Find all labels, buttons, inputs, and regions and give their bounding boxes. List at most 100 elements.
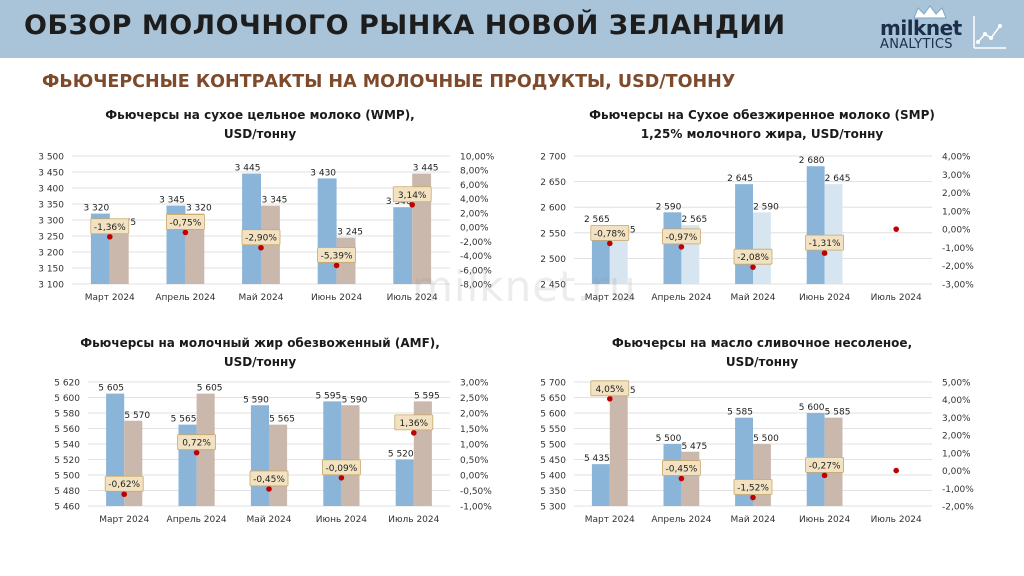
y-tick-label: 5 620 <box>54 379 80 389</box>
y-tick-label: 2 600 <box>540 204 566 214</box>
y2-tick-label: 0,00% <box>460 472 489 482</box>
y2-tick-label: -2,00% <box>460 238 492 248</box>
change-marker <box>607 396 613 402</box>
y-tick-label: 5 520 <box>54 456 80 466</box>
header-bar: ОБЗОР МОЛОЧНОГО РЫНКА НОВОЙ ЗЕЛАНДИИ mil… <box>0 0 1024 58</box>
x-tick-label: Апрель 2024 <box>167 515 227 525</box>
y2-tick-label: 2,00% <box>942 189 971 199</box>
change-label: -0,09% <box>325 464 357 474</box>
data-label-previous: 5 590 <box>342 395 368 405</box>
y-tick-label: 3 200 <box>38 249 64 259</box>
change-marker <box>121 491 127 498</box>
chart-smp: Фьючерсы на Сухое обезжиренное молоко (S… <box>512 106 1012 312</box>
data-label-previous: 3 320 <box>186 204 212 214</box>
bar-current <box>250 405 269 506</box>
change-label: -0,75% <box>169 218 201 228</box>
y2-tick-label: 1,00% <box>942 449 971 459</box>
y-tick-label: 5 580 <box>54 410 80 420</box>
data-label-previous: 3 445 <box>413 164 439 174</box>
change-label-box <box>249 470 289 487</box>
y-tick-label: 2 500 <box>540 255 566 265</box>
y-tick-label: 5 550 <box>540 425 566 435</box>
y-tick-label: 3 150 <box>38 265 64 275</box>
page-title: ОБЗОР МОЛОЧНОГО РЫНКА НОВОЙ ЗЕЛАНДИИ <box>24 10 786 41</box>
bar-current <box>317 178 337 284</box>
change-marker <box>607 240 613 247</box>
x-tick-label: Июль 2024 <box>871 515 922 525</box>
change-marker <box>409 201 416 208</box>
logo-subtitle: ANALYTICS <box>880 37 953 52</box>
y2-tick-label: 2,50% <box>460 394 489 404</box>
data-label-current: 3 320 <box>83 204 109 214</box>
logo-name: milknet <box>880 16 962 40</box>
bar-previous <box>109 228 129 284</box>
change-label-box <box>661 228 701 245</box>
bar-previous <box>824 184 843 284</box>
change-label-box <box>661 460 701 476</box>
y-tick-label: 5 650 <box>540 394 566 404</box>
change-label-box <box>165 214 205 230</box>
y2-tick-label: 0,00% <box>942 467 971 477</box>
change-label-box <box>317 247 357 263</box>
change-marker <box>750 494 756 501</box>
bar-current <box>806 166 825 284</box>
analytics-chart-icon <box>973 16 1006 49</box>
x-tick-label: Апрель 2024 <box>651 515 711 525</box>
data-label-current: 3 345 <box>159 196 185 206</box>
y2-tick-label: -1,00% <box>942 485 974 495</box>
change-marker <box>333 262 340 269</box>
y-tick-label: 2 550 <box>540 229 566 239</box>
chart-title: Фьючерсы на молочный жир обезвоженный (A… <box>10 334 510 372</box>
y-tick-label: 5 600 <box>54 394 80 404</box>
x-tick-label: Июль 2024 <box>387 293 438 303</box>
change-label: 4,05% <box>596 385 625 395</box>
change-marker <box>193 449 200 456</box>
change-label-box <box>733 248 773 265</box>
chart-title: Фьючерсы на масло сливочное несоленое, U… <box>512 334 1012 372</box>
chart-title-line-2: USD/тонну <box>223 355 297 369</box>
chart-title: Фьючерсы на сухое цельное молоко (WMP), … <box>10 106 510 144</box>
y2-tick-label: 1,50% <box>460 425 489 435</box>
x-tick-label: Июль 2024 <box>871 293 922 303</box>
chart-title: Фьючерсы на Сухое обезжиренное молоко (S… <box>512 106 1012 144</box>
chart-title-line-2: USD/тонну <box>223 127 297 141</box>
y-tick-label: 5 700 <box>540 379 566 389</box>
chart-title-line-2: USD/тонну <box>725 355 799 369</box>
y2-tick-label: 3,00% <box>942 171 971 181</box>
change-marker <box>893 226 899 232</box>
bar-previous <box>269 424 288 506</box>
change-label: -1,31% <box>809 239 841 249</box>
data-label-current: 3 430 <box>310 168 336 178</box>
x-tick-label: Март 2024 <box>99 515 149 525</box>
data-label-current: 5 500 <box>656 434 682 444</box>
bar-current <box>591 464 610 506</box>
chart-plot: 2 450 2 500 2 550 2 600 2 650 2 700 -3,00% -2,0… <box>540 153 974 304</box>
chart-title-line-1: Фьючерсы на Сухое обезжиренное молоко (S… <box>589 108 935 122</box>
bar-previous <box>609 235 628 284</box>
y2-tick-label: -4,00% <box>460 252 492 262</box>
data-label-previous: 2 590 <box>753 202 779 212</box>
change-marker <box>182 229 189 236</box>
x-tick-label: Март 2024 <box>585 293 635 303</box>
y-tick-label: 5 400 <box>540 472 566 482</box>
data-label-previous: 5 585 <box>825 408 851 418</box>
change-label-box <box>241 229 281 246</box>
change-marker <box>821 472 828 479</box>
change-label-box <box>733 479 773 495</box>
y-tick-label: 2 450 <box>540 281 566 291</box>
change-label: -0,45% <box>665 465 697 475</box>
x-tick-label: Май 2024 <box>247 515 292 525</box>
change-label-box <box>805 456 845 473</box>
y-tick-label: 5 480 <box>54 487 80 497</box>
y-tick-label: 5 350 <box>540 487 566 497</box>
data-label-previous: 5 565 <box>269 415 295 425</box>
change-label-box <box>321 459 361 476</box>
change-label-box <box>90 218 130 235</box>
y2-tick-label: 0,50% <box>460 456 489 466</box>
chart-title-line-1: Фьючерсы на масло сливочное несоленое, <box>611 336 913 350</box>
y2-tick-label: 0,00% <box>460 224 489 234</box>
y-tick-label: 5 600 <box>540 410 566 420</box>
x-tick-label: Июнь 2024 <box>316 515 368 525</box>
chart-amf: Фьючерсы на молочный жир обезвоженный (A… <box>10 334 510 534</box>
data-label-current: 2 645 <box>727 174 753 184</box>
